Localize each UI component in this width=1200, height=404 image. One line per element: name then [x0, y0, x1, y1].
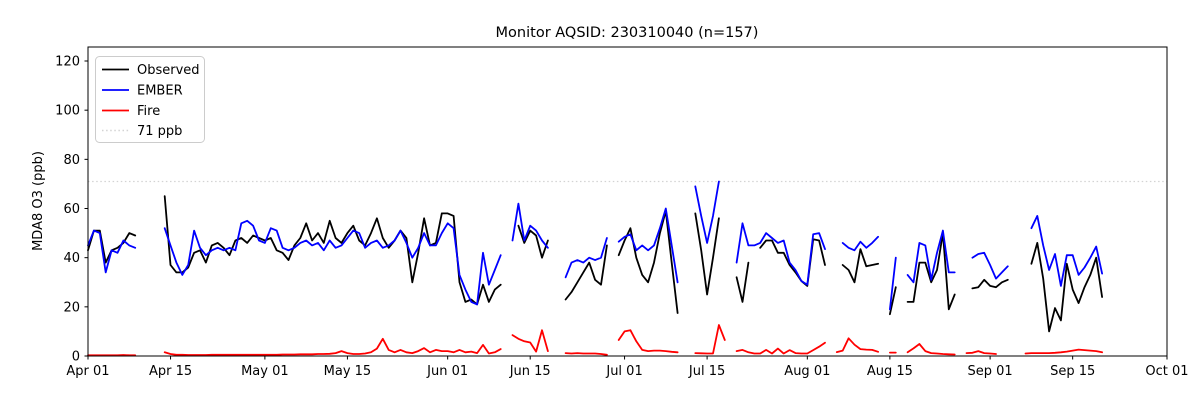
legend-label-observed: Observed: [137, 63, 200, 78]
ember-line: [87, 180, 1103, 311]
plot-frame: [87, 46, 1168, 357]
x-tick-label: May 01: [241, 364, 289, 379]
x-tick-label: Jun 01: [426, 364, 468, 379]
legend: Observed EMBER Fire 71 ppb: [95, 56, 205, 143]
y-tick-label: 120: [55, 55, 80, 70]
y-tick-label: 20: [63, 300, 80, 315]
y-tick-label: 0: [72, 350, 80, 365]
y-tick-label: 40: [63, 251, 80, 266]
y-tick-label: 60: [63, 202, 80, 217]
y-axis-label: MDA8 O3 (ppb): [31, 151, 46, 251]
plot-area: [87, 180, 1167, 357]
y-tick-label: 80: [63, 153, 80, 168]
legend-label-threshold: 71 ppb: [137, 124, 182, 139]
x-tick-label: Apr 01: [66, 364, 109, 379]
x-tick-label: Jun 15: [509, 364, 551, 379]
fire-line: [87, 324, 1103, 357]
observed-line: [87, 195, 1103, 333]
axes: Apr 01 Apr 15 May 01 May 15 Jun 01 Jun 15 Jul …: [55, 55, 1188, 379]
x-tick-label: Sep 15: [1050, 364, 1095, 379]
x-tick-label: Jul 01: [605, 364, 642, 379]
x-tick-label: Aug 01: [784, 364, 830, 379]
chart-title: Monitor AQSID: 230310040 (n=157): [496, 25, 759, 41]
legend-label-ember: EMBER: [137, 84, 183, 99]
x-tick-label: Aug 15: [867, 364, 913, 379]
y-tick-label: 100: [55, 104, 80, 119]
legend-box: [95, 56, 205, 143]
x-tick-label: May 15: [324, 364, 372, 379]
x-tick-label: Apr 15: [149, 364, 192, 379]
x-tick-label: Sep 01: [968, 364, 1013, 379]
x-tick-label: Jul 15: [688, 364, 725, 379]
legend-label-fire: Fire: [137, 104, 160, 119]
x-tick-label: Oct 01: [1145, 364, 1188, 379]
